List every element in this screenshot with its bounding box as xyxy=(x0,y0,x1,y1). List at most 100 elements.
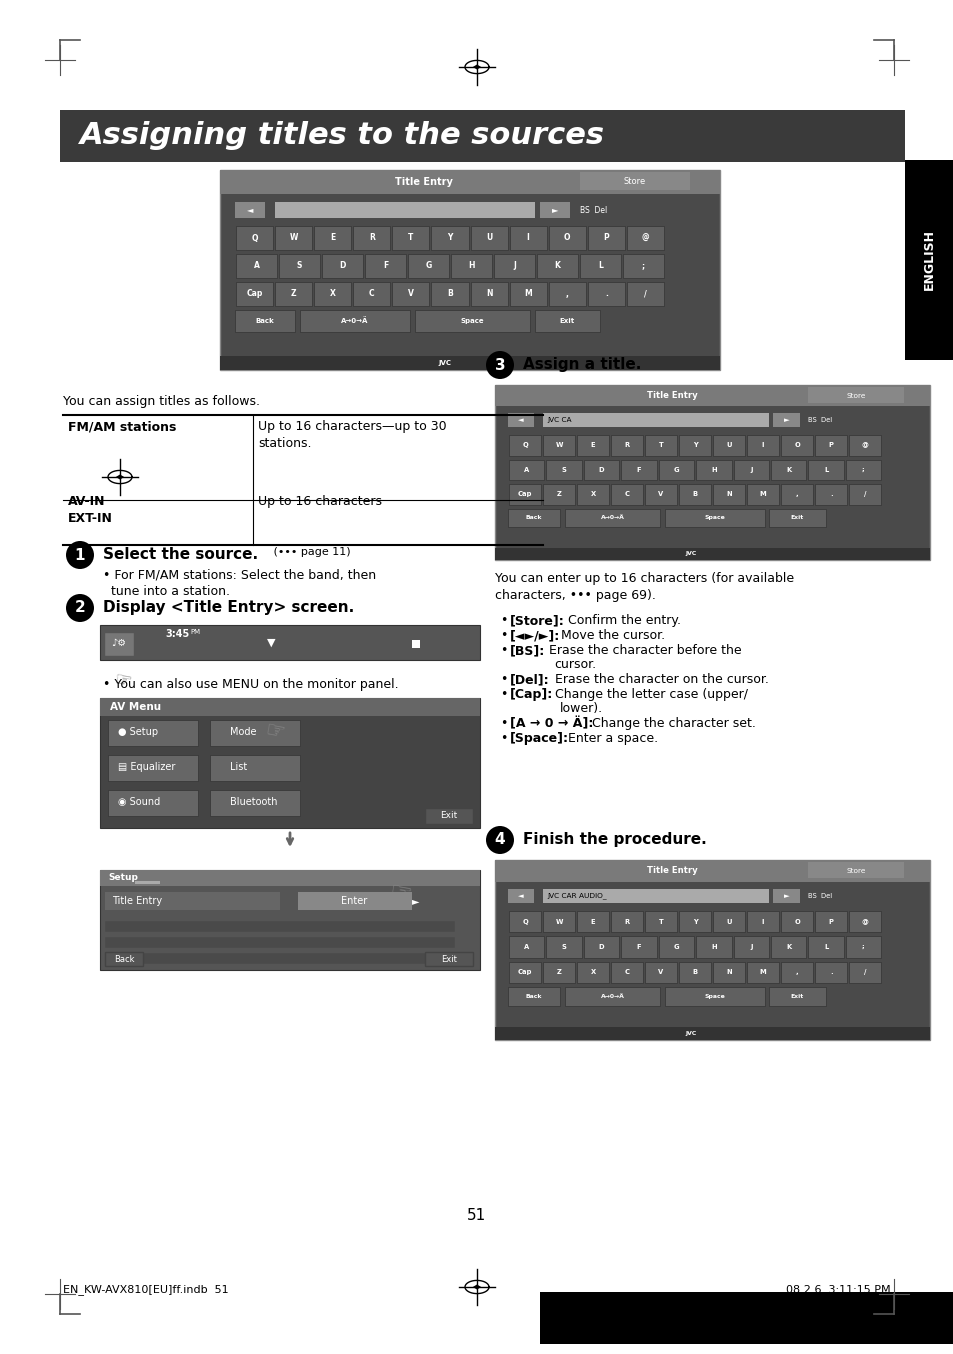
Text: B: B xyxy=(692,492,697,497)
Text: Enter a space.: Enter a space. xyxy=(559,733,657,745)
Bar xyxy=(770,937,805,957)
Bar xyxy=(105,937,455,948)
Bar xyxy=(904,160,953,360)
Text: X: X xyxy=(330,290,335,298)
Bar xyxy=(299,310,410,332)
Bar xyxy=(611,911,642,933)
Text: You can assign titles as follows.: You can assign titles as follows. xyxy=(63,395,260,408)
Bar xyxy=(814,911,846,933)
Text: Title Entry: Title Entry xyxy=(646,391,698,399)
Text: [A → 0 → Ä]:: [A → 0 → Ä]: xyxy=(510,718,593,730)
Bar xyxy=(577,961,608,983)
Text: ◄: ◄ xyxy=(517,894,523,899)
Bar xyxy=(235,282,273,306)
Text: J: J xyxy=(513,261,516,271)
Text: L: L xyxy=(598,261,602,271)
Bar xyxy=(644,435,677,455)
Text: lower).: lower). xyxy=(559,701,602,715)
Text: C: C xyxy=(624,492,629,497)
Bar xyxy=(220,171,720,370)
Text: N: N xyxy=(485,290,492,298)
Bar xyxy=(814,435,846,455)
Bar xyxy=(620,459,656,481)
Text: E: E xyxy=(590,443,595,448)
Bar xyxy=(495,1028,929,1040)
Bar xyxy=(105,921,455,932)
Text: A→0→Ä: A→0→Ä xyxy=(599,994,623,999)
Bar xyxy=(664,509,764,527)
Bar xyxy=(712,911,744,933)
Text: P: P xyxy=(603,233,609,242)
Text: Cap: Cap xyxy=(517,969,532,975)
Bar xyxy=(100,699,479,716)
Text: List: List xyxy=(230,762,247,772)
Text: Space: Space xyxy=(703,516,724,520)
Text: •: • xyxy=(499,733,507,745)
Text: O: O xyxy=(794,443,800,448)
Bar xyxy=(353,282,390,306)
Text: Move the cursor.: Move the cursor. xyxy=(553,630,665,642)
Text: K: K xyxy=(554,261,559,271)
Text: Title Entry: Title Entry xyxy=(112,896,162,906)
Bar xyxy=(773,413,799,427)
Bar xyxy=(542,413,768,427)
Text: Title Entry: Title Entry xyxy=(395,177,453,187)
Text: Erase the character before the: Erase the character before the xyxy=(540,645,740,657)
Bar xyxy=(587,282,624,306)
Text: B: B xyxy=(447,290,453,298)
Text: X: X xyxy=(590,492,595,497)
Text: Back: Back xyxy=(525,994,542,999)
Text: Y: Y xyxy=(692,443,697,448)
Bar xyxy=(314,226,351,250)
Text: D: D xyxy=(339,261,345,271)
Text: F: F xyxy=(382,261,388,271)
Bar xyxy=(583,459,618,481)
Bar xyxy=(495,385,929,406)
Bar xyxy=(696,937,731,957)
Text: C: C xyxy=(624,969,629,975)
Bar xyxy=(220,171,720,194)
Text: BS  Del: BS Del xyxy=(807,417,831,422)
Bar xyxy=(807,459,842,481)
Text: Exit: Exit xyxy=(559,318,575,324)
Text: ;: ; xyxy=(862,944,864,951)
Text: Back: Back xyxy=(113,955,134,964)
Bar xyxy=(509,961,540,983)
Bar xyxy=(234,202,265,218)
Text: [Store]:: [Store]: xyxy=(510,613,564,627)
Text: [Del]:: [Del]: xyxy=(510,673,549,686)
Text: (••• page 11): (••• page 11) xyxy=(270,547,351,556)
Bar xyxy=(679,911,710,933)
Text: H: H xyxy=(710,467,716,473)
Text: BS  Del: BS Del xyxy=(579,206,607,214)
Text: Q: Q xyxy=(521,443,527,448)
Bar xyxy=(274,226,312,250)
Bar xyxy=(542,483,575,505)
Text: ►: ► xyxy=(551,206,558,214)
Bar xyxy=(712,435,744,455)
Bar xyxy=(542,911,575,933)
Bar xyxy=(365,255,406,278)
Text: Erase the character on the cursor.: Erase the character on the cursor. xyxy=(547,673,768,686)
Text: You can enter up to 16 characters (for available
characters, ••• page 69).: You can enter up to 16 characters (for a… xyxy=(495,571,793,603)
Text: /: / xyxy=(863,969,865,975)
Bar xyxy=(508,987,559,1006)
Bar xyxy=(322,255,363,278)
Text: •: • xyxy=(499,645,507,657)
Text: I: I xyxy=(761,443,763,448)
Bar xyxy=(278,255,319,278)
Text: U: U xyxy=(725,919,731,925)
Bar xyxy=(494,255,535,278)
Bar xyxy=(509,911,540,933)
Text: T: T xyxy=(658,919,662,925)
Bar xyxy=(451,255,492,278)
Text: L: L xyxy=(823,467,827,473)
Text: R: R xyxy=(624,919,629,925)
Text: Confirm the entry.: Confirm the entry. xyxy=(559,613,679,627)
Text: [BS]:: [BS]: xyxy=(510,645,545,657)
Bar xyxy=(431,282,468,306)
Bar xyxy=(274,202,535,218)
Text: V: V xyxy=(658,969,663,975)
Text: 51: 51 xyxy=(467,1208,486,1223)
Text: •: • xyxy=(499,613,507,627)
